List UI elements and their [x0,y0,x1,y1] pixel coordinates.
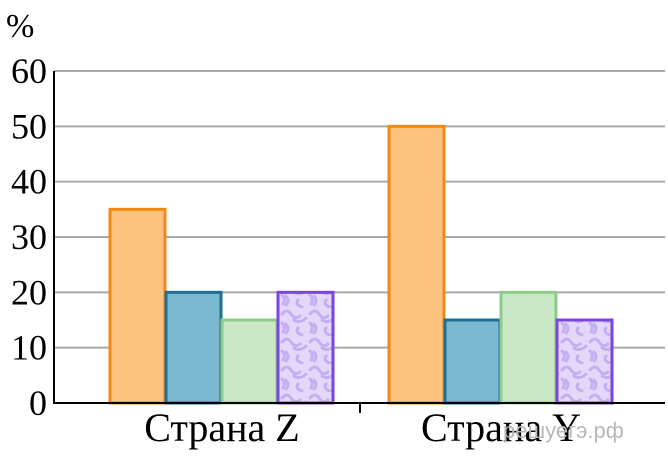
bar-series-2-category-2 [443,318,502,405]
y-tick-label: 20 [11,272,47,312]
watermark: решуегэ.рф [503,418,624,443]
y-tick-label: 50 [11,106,47,146]
y-tick-label: 0 [29,383,47,423]
y-tick-label: 60 [11,51,47,91]
y-axis-unit-label: % [6,8,34,45]
bar-series-2-category-1 [164,290,223,405]
category-label: Страна Y [421,405,581,450]
y-tick-labels: 0 10 20 30 40 50 60 [11,51,47,423]
y-tick-label: 10 [11,328,47,368]
category-label: Страна Z [144,405,299,450]
bar-series-1-category-1 [108,207,167,405]
y-tick-label: 30 [11,217,47,257]
bars [108,124,614,405]
bar-series-1-category-2 [387,124,446,405]
bar-series-3-category-2 [499,290,558,405]
bar-series-3-category-1 [220,318,279,405]
y-tick-label: 40 [11,162,47,202]
axes [53,71,665,413]
bar-series-4-category-1 [276,290,335,405]
bar-series-4-category-2 [555,318,614,405]
category-labels: Страна Z Страна Y [144,405,581,450]
